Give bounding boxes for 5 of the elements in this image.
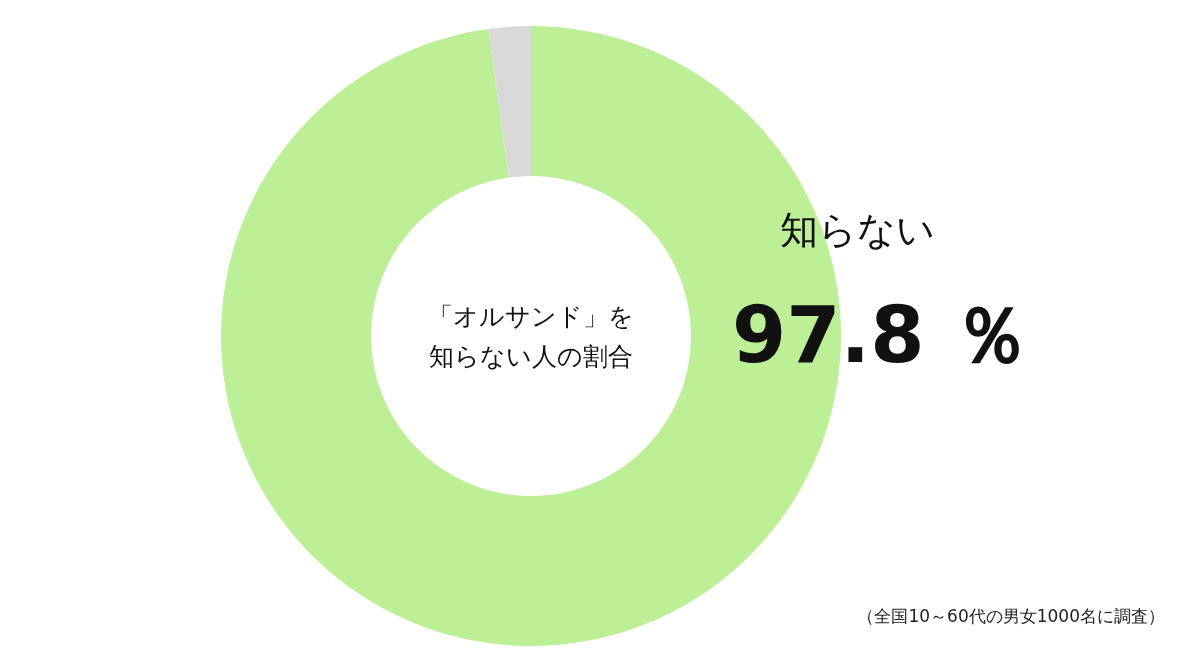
data-label: 97.8 ％ (732, 290, 1030, 380)
text: （全国10～60代の男女1000名に調査） (857, 606, 1165, 626)
donut-slice (488, 26, 531, 178)
text: 「オルサンド」を知らない人の割合 (428, 302, 634, 371)
slice-label: 知らない (780, 208, 935, 252)
